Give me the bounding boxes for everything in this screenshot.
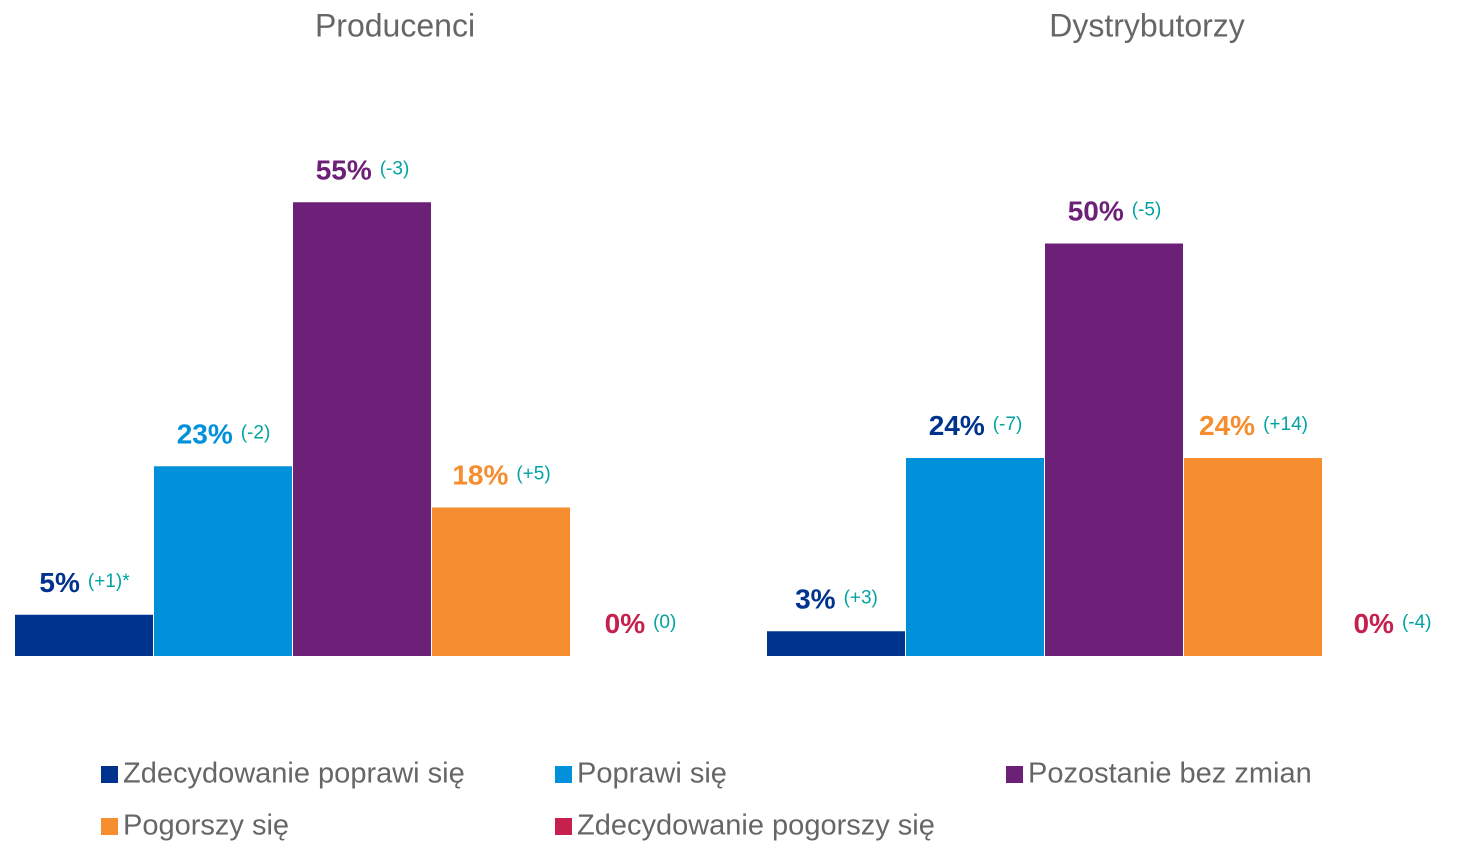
change-label: (+3) — [844, 587, 878, 608]
legend-swatch — [101, 766, 118, 783]
legend-label: Poprawi się — [577, 758, 727, 790]
change-label: (-4) — [1402, 612, 1432, 633]
legend-swatch — [555, 818, 572, 835]
change-label: (-5) — [1132, 200, 1162, 221]
value-label: 24% — [929, 410, 985, 441]
value-label: 50% — [1068, 196, 1124, 227]
value-label: 0% — [1353, 608, 1394, 639]
change-label: (+14) — [1263, 414, 1308, 435]
value-label: 3% — [795, 584, 836, 615]
bar — [1184, 458, 1322, 656]
data-label: 55% (-3) — [316, 155, 410, 186]
chart-title: Producenci — [315, 7, 475, 43]
bar — [1045, 243, 1183, 656]
bar — [15, 614, 153, 656]
value-label: 5% — [39, 567, 80, 598]
data-label: 50% (-5) — [1068, 196, 1162, 227]
data-label: 24% (-7) — [929, 410, 1023, 441]
legend-label: Pogorszy się — [123, 810, 289, 842]
legend-swatch — [1006, 766, 1023, 783]
bar — [154, 466, 292, 656]
bar — [432, 507, 570, 656]
legend-label: Zdecydowanie poprawi się — [123, 758, 465, 790]
bar — [293, 202, 431, 656]
value-label: 18% — [452, 460, 508, 491]
data-label: 18% (+5) — [452, 460, 550, 491]
change-label: (-7) — [993, 414, 1023, 435]
data-label: 0% (-4) — [1353, 608, 1431, 639]
bar — [906, 458, 1044, 656]
legend-swatch — [101, 818, 118, 835]
bar — [767, 631, 905, 656]
change-label: (+1)* — [88, 571, 130, 592]
change-label: (0) — [653, 612, 676, 633]
data-label: 23% (-2) — [177, 419, 271, 450]
change-label: (+5) — [516, 464, 550, 485]
change-label: (-2) — [241, 422, 271, 443]
chart-title: Dystrybutorzy — [1049, 7, 1245, 43]
legend-label: Pozostanie bez zmian — [1028, 758, 1312, 790]
legend-swatch — [555, 766, 572, 783]
value-label: 24% — [1199, 410, 1255, 441]
data-label: 3% (+3) — [795, 584, 878, 615]
data-label: 24% (+14) — [1199, 410, 1308, 441]
legend-label: Zdecydowanie pogorszy się — [577, 810, 935, 842]
value-label: 23% — [177, 419, 233, 450]
value-label: 0% — [605, 608, 646, 639]
value-label: 55% — [316, 155, 372, 186]
data-label: 5% (+1)* — [39, 567, 130, 598]
data-label: 0% (0) — [605, 608, 677, 639]
change-label: (-3) — [380, 158, 410, 179]
